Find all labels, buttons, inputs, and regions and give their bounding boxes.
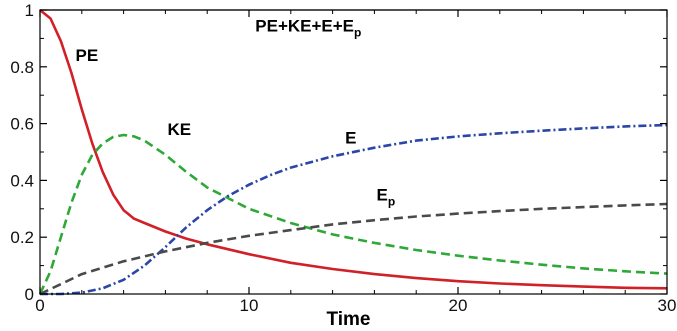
curve-label-ke: KE <box>167 120 191 139</box>
curve-label-pe-ke-e-ep: PE+KE+E+Ep <box>255 16 361 39</box>
ticks-layer: 0 10 20 30 0 0.2 0.4 0.6 0.8 1 <box>10 1 676 315</box>
x-tick-label: 0 <box>35 296 44 315</box>
annotation-layer: PE KE E Ep PE+KE+E+Ep <box>76 16 396 208</box>
x-tick-label: 10 <box>240 296 259 315</box>
series-line-ep <box>39 202 668 296</box>
series-line-ke <box>38 133 668 295</box>
curve-label-e: E <box>345 128 356 147</box>
y-tick-label: 1 <box>25 1 34 20</box>
series-line-pe <box>39 8 668 290</box>
curve-label-ep: Ep <box>376 185 395 208</box>
x-tick-label: 30 <box>658 296 677 315</box>
y-tick-label: 0.2 <box>10 228 34 247</box>
x-tick-label: 20 <box>449 296 468 315</box>
y-tick-label: 0.6 <box>10 115 34 134</box>
y-tick-label: 0 <box>25 285 34 304</box>
series-layer <box>38 8 668 296</box>
x-axis-title: Time <box>326 309 370 330</box>
curve-label-pe: PE <box>76 46 99 65</box>
y-tick-label: 0.8 <box>10 58 34 77</box>
y-tick-label: 0.4 <box>10 171 34 190</box>
